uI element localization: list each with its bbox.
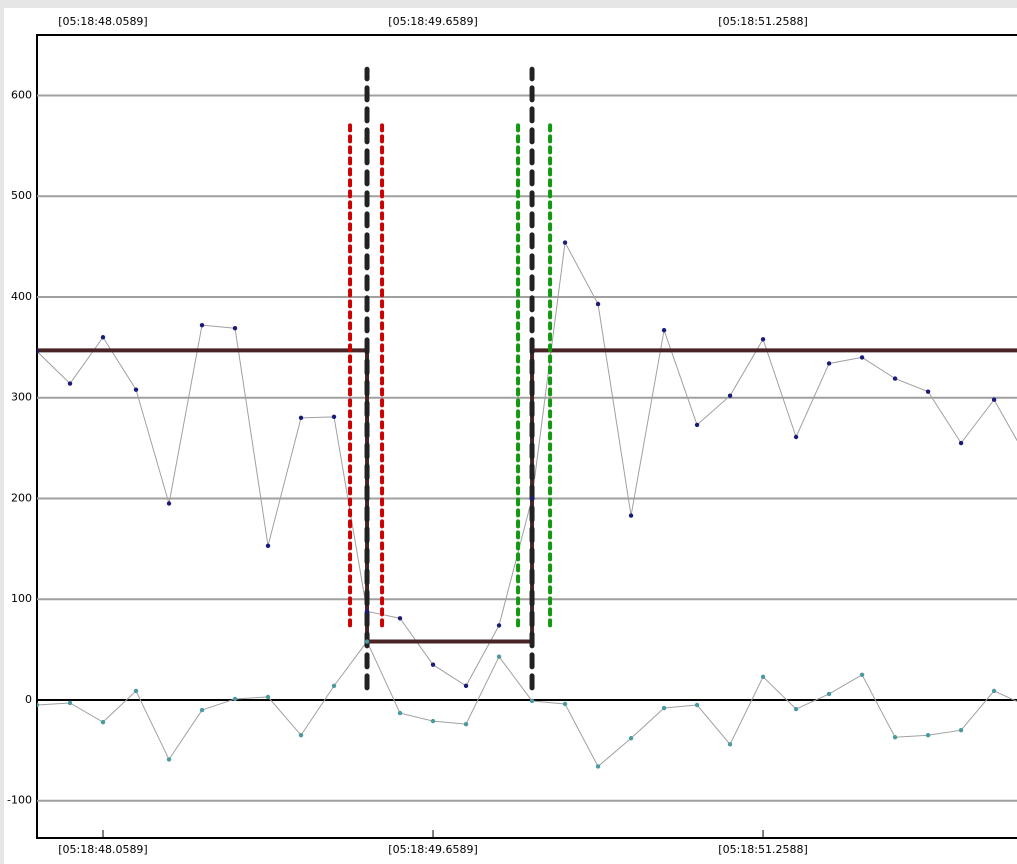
data-point xyxy=(67,381,73,386)
data-point xyxy=(694,702,700,708)
data-point xyxy=(232,325,238,331)
x-tick-label-top: [05:18:48.0589] xyxy=(58,15,147,28)
data-point xyxy=(793,434,799,440)
data-point xyxy=(430,662,436,667)
data-point xyxy=(166,757,172,762)
y-tick-label: 400 xyxy=(11,290,32,303)
y-tick-label: 0 xyxy=(25,693,32,706)
data-point xyxy=(760,674,766,679)
data-point xyxy=(199,707,205,713)
data-point xyxy=(496,623,502,628)
data-point xyxy=(397,616,403,621)
data-point xyxy=(991,397,997,402)
x-tick-label-top: [05:18:51.2588] xyxy=(718,15,807,28)
data-point xyxy=(331,683,337,689)
data-point xyxy=(562,240,568,245)
y-tick-label: 300 xyxy=(11,391,32,404)
data-point xyxy=(529,698,535,704)
data-point xyxy=(826,691,832,697)
data-point xyxy=(859,672,865,677)
data-point xyxy=(694,422,700,428)
data-point xyxy=(727,742,733,747)
data-point xyxy=(595,301,601,307)
x-tick-label-bottom: [05:18:48.0589] xyxy=(58,843,147,856)
data-point xyxy=(166,501,172,506)
data-point xyxy=(67,700,73,706)
data-point xyxy=(37,702,40,708)
data-point xyxy=(463,721,469,727)
left-band xyxy=(0,0,4,864)
data-point xyxy=(826,361,832,366)
data-point xyxy=(364,609,370,614)
data-point xyxy=(100,335,106,340)
data-point xyxy=(562,701,568,707)
data-point xyxy=(298,415,304,421)
data-point xyxy=(859,355,865,360)
data-point xyxy=(793,706,799,712)
data-point xyxy=(628,736,634,741)
plot-area xyxy=(36,34,1017,839)
data-point xyxy=(958,727,964,733)
data-point xyxy=(892,735,898,740)
axes: -100 0 100 200 300 400 500 600 [05:18:48.0589] [0… xyxy=(7,15,808,856)
x-tick-label-bottom: [05:18:51.2588] xyxy=(718,843,807,856)
data-point xyxy=(298,733,304,738)
data-point xyxy=(37,349,40,354)
data-point xyxy=(133,688,139,694)
data-point xyxy=(958,440,964,446)
data-point xyxy=(364,639,370,644)
data-point xyxy=(397,710,403,716)
y-tick-label: 100 xyxy=(11,592,32,605)
data-point xyxy=(529,496,535,501)
data-point xyxy=(892,376,898,381)
data-point xyxy=(661,328,667,333)
data-point xyxy=(265,694,271,700)
data-point xyxy=(463,683,469,689)
data-point xyxy=(991,688,997,694)
x-tick-label-top: [05:18:49.6589] xyxy=(388,15,477,28)
data-point xyxy=(331,414,337,420)
data-point xyxy=(199,322,205,328)
data-point xyxy=(925,733,931,738)
x-tick-label-bottom: [05:18:49.6589] xyxy=(388,843,477,856)
plot xyxy=(37,66,1017,802)
data-point xyxy=(727,393,733,398)
data-point xyxy=(661,705,667,711)
data-point xyxy=(100,719,106,725)
y-tick-label: 500 xyxy=(11,189,32,202)
data-point xyxy=(628,513,634,518)
data-point xyxy=(430,718,436,724)
step-line xyxy=(37,348,1017,644)
data-point xyxy=(232,696,238,702)
y-tick-label: 200 xyxy=(11,491,32,504)
data-point xyxy=(265,543,271,549)
data-point xyxy=(496,654,502,659)
y-tick-label: 600 xyxy=(11,88,32,101)
top-band xyxy=(0,0,1017,8)
data-point xyxy=(133,387,139,392)
data-point xyxy=(925,389,931,394)
data-point xyxy=(760,337,766,342)
data-point xyxy=(595,764,601,769)
y-tick-label: -100 xyxy=(7,794,32,807)
